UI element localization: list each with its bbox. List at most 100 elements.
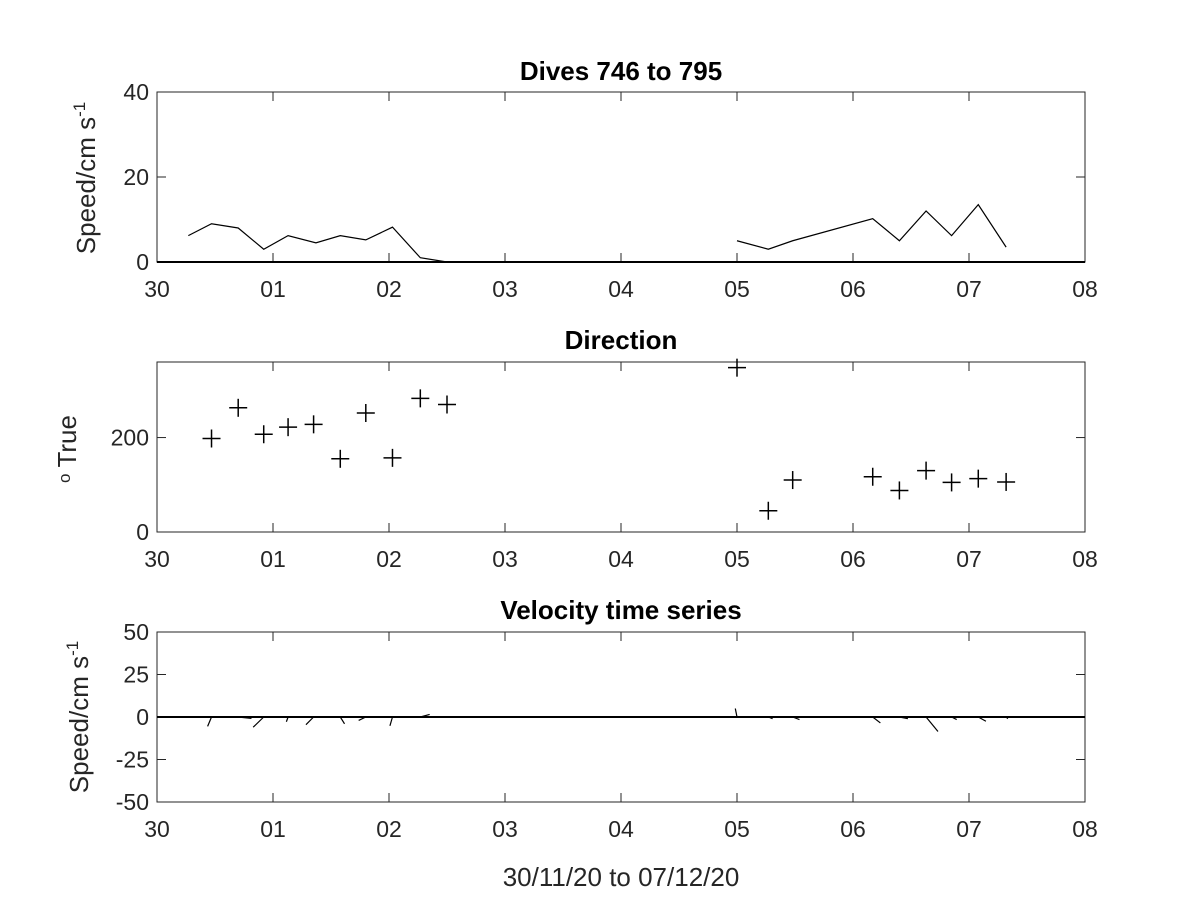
x-tick-label: 01 — [260, 276, 286, 302]
y-tick-label: 0 — [136, 249, 149, 275]
velocity-stick — [238, 716, 252, 719]
y-tick-label: 40 — [123, 79, 149, 105]
x-tick-label: 04 — [608, 816, 634, 842]
velocity-y-ticks: 50 25 0 -25 -50 — [116, 619, 1085, 815]
velocity-stick — [899, 716, 909, 720]
y-tick-label: 20 — [123, 164, 149, 190]
direction-point — [942, 473, 961, 492]
velocity-x-ticks: 30 01 02 03 04 05 06 07 08 — [144, 632, 1098, 842]
speed-axes-frame — [156, 91, 1086, 263]
velocity-stick — [925, 716, 939, 732]
velocity-stick — [285, 716, 289, 722]
x-tick-label: 06 — [840, 276, 866, 302]
direction-point — [356, 404, 375, 422]
speed-panel-title: Dives 746 to 795 — [520, 56, 722, 86]
speed-series — [157, 203, 1085, 263]
y-tick-label: -50 — [116, 789, 149, 815]
x-tick-label: 30 — [144, 546, 170, 572]
speed-y-axis-label: Speed/cm s-1 — [70, 102, 101, 254]
x-tick-label: 05 — [724, 276, 750, 302]
x-tick-label: 05 — [724, 816, 750, 842]
x-tick-label: 03 — [492, 546, 518, 572]
velocity-stick — [252, 716, 265, 728]
x-tick-label: 08 — [1072, 816, 1098, 842]
velocity-stick — [792, 716, 800, 721]
direction-x-ticks: 30 01 02 03 04 05 06 07 08 — [144, 362, 1098, 572]
direction-panel: Direction o True 0 200 30 01 02 03 04 05 06 07 08 — [52, 325, 1098, 572]
velocity-stick — [389, 716, 394, 727]
x-tick-label: 04 — [608, 546, 634, 572]
velocity-stick — [872, 716, 881, 724]
velocity-y-axis-label: Speed/cm s-1 — [63, 641, 94, 793]
direction-y-axis-label-text: o True — [52, 415, 82, 483]
direction-panel-title: Direction — [565, 325, 678, 355]
y-tick-label: 0 — [136, 519, 149, 545]
direction-point — [254, 425, 273, 444]
direction-point — [202, 429, 221, 448]
velocity-stick — [358, 716, 367, 721]
degree-symbol: o — [55, 474, 74, 483]
y-tick-label: 25 — [123, 662, 149, 688]
direction-y-axis-label: o True — [52, 415, 82, 483]
velocity-series — [157, 708, 1085, 732]
x-tick-label: 04 — [608, 276, 634, 302]
direction-point — [969, 469, 988, 488]
x-tick-label: 06 — [840, 546, 866, 572]
y-tick-label: 200 — [111, 425, 149, 451]
direction-y-ticks: 0 200 — [111, 425, 1085, 545]
velocity-stick — [420, 713, 430, 718]
x-tick-label: 07 — [956, 276, 982, 302]
velocity-x-axis-label: 30/11/20 to 07/12/20 — [503, 862, 740, 892]
direction-point — [229, 398, 248, 417]
direction-axes-frame — [156, 361, 1086, 533]
speed-y-ticks: 0 20 40 — [123, 79, 1085, 275]
velocity-stick — [977, 716, 987, 722]
direction-point — [863, 467, 882, 486]
y-tick-label: 0 — [136, 704, 149, 730]
velocity-stick — [1005, 716, 1009, 720]
velocity-stick — [207, 716, 213, 727]
direction-point — [279, 418, 298, 437]
x-tick-label: 08 — [1072, 276, 1098, 302]
direction-point — [997, 472, 1016, 491]
velocity-panel-title: Velocity time series — [500, 595, 741, 625]
x-tick-label: 06 — [840, 816, 866, 842]
direction-point — [331, 449, 350, 468]
velocity-stick — [734, 708, 738, 718]
direction-point — [917, 461, 936, 480]
x-tick-label: 07 — [956, 816, 982, 842]
direction-point — [411, 389, 430, 408]
x-tick-label: 02 — [376, 276, 402, 302]
x-tick-label: 03 — [492, 816, 518, 842]
velocity-stick — [305, 716, 315, 726]
x-tick-label: 30 — [144, 276, 170, 302]
velocity-stick — [951, 716, 957, 721]
direction-point — [890, 481, 909, 500]
velocity-panel: Velocity time series Speed/cm s-1 50 25 0 -… — [63, 595, 1098, 892]
y-tick-label: 50 — [123, 619, 149, 645]
x-tick-label: 30 — [144, 816, 170, 842]
velocity-stick — [339, 716, 346, 725]
x-tick-label: 05 — [724, 546, 750, 572]
x-tick-label: 01 — [260, 546, 286, 572]
x-tick-label: 07 — [956, 546, 982, 572]
speed-line-segment-0 — [188, 223, 448, 263]
y-tick-label: -25 — [116, 747, 149, 773]
direction-series — [202, 358, 1016, 520]
direction-point — [304, 415, 323, 434]
x-tick-label: 02 — [376, 546, 402, 572]
speed-line-segment-1 — [736, 203, 1007, 250]
speed-x-ticks: 30 01 02 03 04 05 06 07 08 — [144, 92, 1098, 302]
x-tick-label: 01 — [260, 816, 286, 842]
direction-point — [383, 448, 402, 467]
velocity-stick — [768, 716, 773, 720]
direction-point — [728, 358, 746, 377]
x-tick-label: 02 — [376, 816, 402, 842]
direction-point — [759, 501, 778, 520]
x-tick-label: 08 — [1072, 546, 1098, 572]
x-tick-label: 03 — [492, 276, 518, 302]
direction-point — [783, 471, 802, 490]
direction-point — [438, 395, 456, 414]
